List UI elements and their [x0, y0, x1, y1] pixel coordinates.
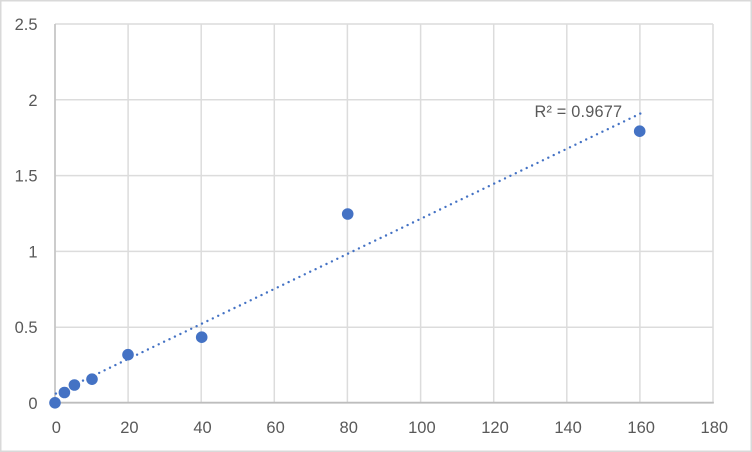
svg-text:80: 80	[340, 419, 358, 437]
svg-text:0.5: 0.5	[15, 319, 38, 337]
svg-text:140: 140	[554, 419, 582, 437]
svg-text:100: 100	[408, 419, 436, 437]
svg-text:160: 160	[627, 419, 655, 437]
svg-text:2: 2	[28, 92, 37, 110]
svg-text:1: 1	[28, 243, 37, 261]
svg-text:R² = 0.9677: R² = 0.9677	[535, 103, 623, 121]
svg-text:60: 60	[266, 419, 284, 437]
svg-text:120: 120	[481, 419, 509, 437]
svg-text:2.5: 2.5	[15, 16, 38, 34]
svg-text:40: 40	[193, 419, 211, 437]
svg-text:20: 20	[120, 419, 138, 437]
svg-text:0: 0	[28, 395, 37, 413]
svg-text:1.5: 1.5	[15, 168, 38, 186]
svg-text:180: 180	[701, 419, 729, 437]
svg-text:0: 0	[52, 419, 61, 437]
